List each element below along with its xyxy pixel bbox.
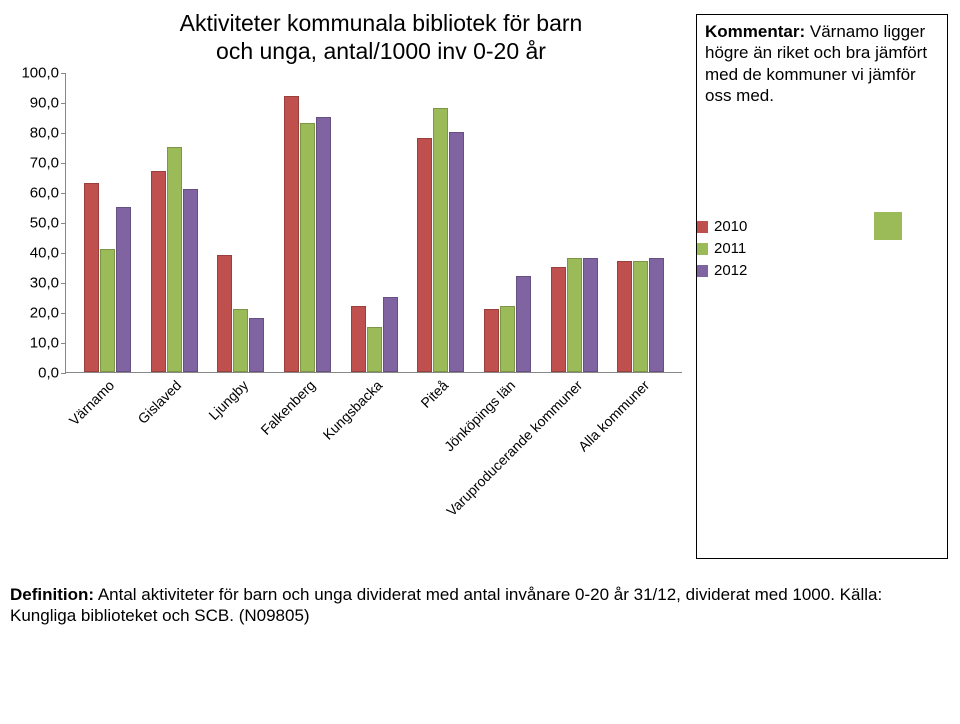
definition-label: Definition:: [10, 585, 94, 604]
title-line2: och unga, antal/1000 inv 0-20 år: [216, 38, 546, 64]
bar: [417, 138, 432, 372]
bar-group: [341, 297, 408, 372]
bar-group: [474, 276, 541, 372]
x-tick-label: Gislaved: [135, 377, 185, 427]
x-axis: VärnamoGislavedLjungbyFalkenbergKungsbac…: [65, 373, 682, 483]
bar: [84, 183, 99, 372]
y-tick-label: 100,0: [21, 65, 59, 82]
y-tick-label: 80,0: [30, 125, 59, 142]
bar: [100, 249, 115, 372]
plot-wrap: 0,010,020,030,040,050,060,070,080,090,01…: [10, 73, 682, 373]
y-tick-label: 40,0: [30, 245, 59, 262]
bar: [151, 171, 166, 372]
bar-group: [141, 147, 208, 372]
bar-group: [274, 96, 341, 372]
y-tick-label: 20,0: [30, 305, 59, 322]
title-line1: Aktiviteter kommunala bibliotek för barn: [180, 10, 583, 36]
bar-group: [407, 108, 474, 372]
y-tick-label: 70,0: [30, 155, 59, 172]
chart-area: Aktiviteter kommunala bibliotek för barn…: [10, 10, 682, 455]
bar: [284, 96, 299, 372]
bar-group: [607, 258, 674, 372]
definition-body: Antal aktiviteter för barn och unga divi…: [10, 585, 882, 625]
bar: [249, 318, 264, 372]
bar: [183, 189, 198, 372]
y-tick-label: 50,0: [30, 215, 59, 232]
bar: [167, 147, 182, 372]
bar: [233, 309, 248, 372]
y-axis: 0,010,020,030,040,050,060,070,080,090,01…: [10, 73, 65, 373]
bar: [316, 117, 331, 372]
definition-text: Definition: Antal aktiviteter för barn o…: [10, 584, 940, 627]
indicator-square: [874, 212, 902, 240]
bar: [433, 108, 448, 372]
bar: [367, 327, 382, 372]
bar: [516, 276, 531, 372]
bar: [300, 123, 315, 372]
bar-group: [74, 183, 141, 372]
bar: [383, 297, 398, 372]
bar: [217, 255, 232, 372]
bar: [484, 309, 499, 372]
bar: [500, 306, 515, 372]
bar-group: [207, 255, 274, 372]
bar: [583, 258, 598, 372]
bar: [116, 207, 131, 372]
chart-title: Aktiviteter kommunala bibliotek för barn…: [80, 10, 682, 65]
bar: [351, 306, 366, 372]
bar: [449, 132, 464, 372]
bar: [633, 261, 648, 372]
bar: [551, 267, 566, 372]
x-tick-label: Piteå: [418, 377, 452, 411]
y-tick-label: 60,0: [30, 185, 59, 202]
bar: [617, 261, 632, 372]
y-tick-label: 0,0: [38, 365, 59, 382]
bar-groups: [66, 73, 682, 372]
bar: [649, 258, 664, 372]
plot-area: [65, 73, 682, 373]
comment-heading: Kommentar:: [705, 22, 805, 41]
y-tick-label: 30,0: [30, 275, 59, 292]
bar-group: [541, 258, 608, 372]
y-tick-label: 10,0: [30, 335, 59, 352]
bar: [567, 258, 582, 372]
x-tick-label: Ljungby: [205, 377, 251, 423]
comment-box: Kommentar: Värnamo ligger högre än riket…: [696, 14, 948, 559]
y-tick-label: 90,0: [30, 95, 59, 112]
x-tick-label: Värnamo: [66, 377, 117, 428]
